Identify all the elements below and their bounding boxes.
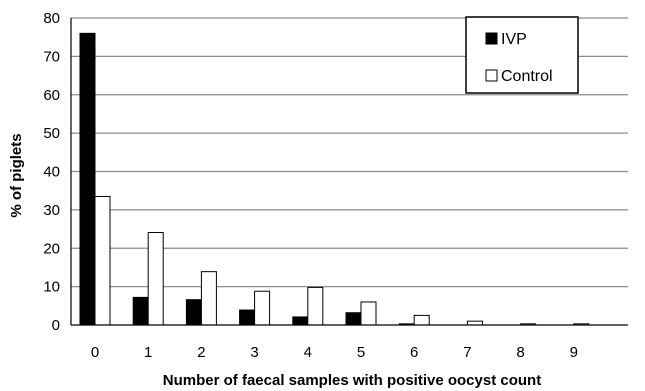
legend: IVP Control <box>465 16 579 94</box>
y-tick-label: 30 <box>43 202 60 219</box>
legend-swatch-control <box>485 69 498 82</box>
bar-control-1 <box>147 232 164 326</box>
x-tick-label: 4 <box>304 344 312 361</box>
x-tick-label: 9 <box>570 344 578 361</box>
x-tick-label: 1 <box>144 344 152 361</box>
y-tick-label: 50 <box>43 125 60 142</box>
y-tick-label: 60 <box>43 87 60 104</box>
y-tick-label: 20 <box>43 240 60 257</box>
axes <box>70 18 628 326</box>
bar-ivp-1 <box>132 296 149 326</box>
bar-control-2 <box>200 271 217 326</box>
legend-label-control: Control <box>501 68 553 85</box>
bar-control-0 <box>94 195 111 326</box>
y-tick-label: 70 <box>43 48 60 65</box>
y-tick-label: 40 <box>43 164 60 181</box>
x-tick-label: 2 <box>197 344 205 361</box>
bar-control-5 <box>360 301 377 326</box>
bar-control-6 <box>413 314 430 326</box>
x-tick-label: 6 <box>410 344 418 361</box>
legend-swatch-ivp <box>485 32 498 45</box>
x-tick-label: 8 <box>516 344 524 361</box>
x-tick-label: 5 <box>357 344 365 361</box>
x-axis-title: Number of faecal samples with positive o… <box>163 372 541 389</box>
y-tick-label: 80 <box>43 10 60 27</box>
bar-control-4 <box>307 286 324 326</box>
y-axis-title: % of piglets <box>8 133 25 217</box>
x-tick-label: 3 <box>250 344 258 361</box>
bar-control-3 <box>254 290 271 326</box>
bar-ivp-3 <box>239 309 256 326</box>
y-tick-label: 10 <box>43 279 60 296</box>
bar-ivp-2 <box>185 299 202 326</box>
bars <box>79 32 590 326</box>
gridlines <box>71 17 628 288</box>
x-tick-label: 0 <box>91 344 99 361</box>
bar-ivp-0 <box>79 32 96 326</box>
x-tick-label: 7 <box>463 344 471 361</box>
bar-ivp-4 <box>292 316 309 326</box>
y-tick-label: 0 <box>52 317 60 334</box>
bar-ivp-5 <box>345 312 362 326</box>
tick-labels: 0 10 20 30 40 50 60 70 80 0 1 2 3 4 5 6 7 8 9 <box>43 10 578 361</box>
legend-label-ivp: IVP <box>501 31 527 48</box>
legend-box <box>465 16 579 94</box>
